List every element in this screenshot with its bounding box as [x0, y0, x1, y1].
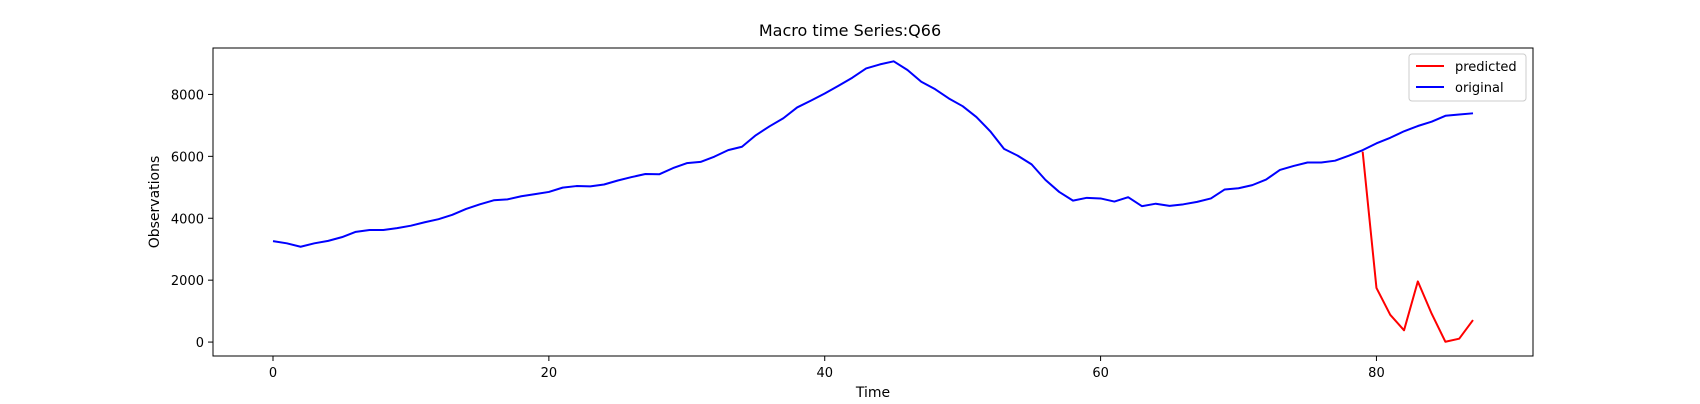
series-layer — [272, 60, 1474, 343]
x-axis: 0 20 40 60 80 — [269, 356, 1385, 381]
x-tick-label: 60 — [1092, 366, 1109, 381]
x-tick-label: 20 — [541, 366, 558, 381]
x-tick-label: 0 — [269, 366, 277, 381]
y-tick-label: 6000 — [171, 150, 204, 165]
series-line-original — [272, 60, 1474, 248]
y-tick-label: 2000 — [171, 274, 204, 289]
legend-label-original: original — [1455, 81, 1504, 96]
x-tick-label: 40 — [816, 366, 833, 381]
plot-frame — [212, 47, 1534, 357]
series-line-predicted — [1361, 151, 1474, 343]
x-axis-label: Time — [855, 385, 890, 400]
y-tick-label: 4000 — [171, 212, 204, 227]
y-tick-label: 8000 — [171, 88, 204, 103]
x-tick-label: 80 — [1368, 366, 1385, 381]
y-axis: 0 2000 4000 6000 8000 — [171, 88, 213, 351]
chart-title: Macro time Series:Q66 — [759, 21, 941, 40]
legend-label-predicted: predicted — [1455, 60, 1517, 75]
y-axis-label: Observations — [147, 156, 163, 249]
y-tick-label: 0 — [196, 336, 204, 351]
legend: predicted original — [1408, 53, 1527, 102]
